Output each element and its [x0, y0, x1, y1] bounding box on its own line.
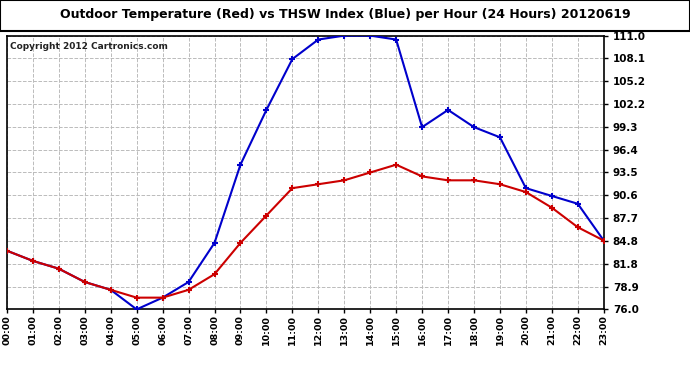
- FancyBboxPatch shape: [0, 0, 690, 31]
- Text: Copyright 2012 Cartronics.com: Copyright 2012 Cartronics.com: [10, 42, 168, 51]
- Text: Outdoor Temperature (Red) vs THSW Index (Blue) per Hour (24 Hours) 20120619: Outdoor Temperature (Red) vs THSW Index …: [60, 8, 630, 21]
